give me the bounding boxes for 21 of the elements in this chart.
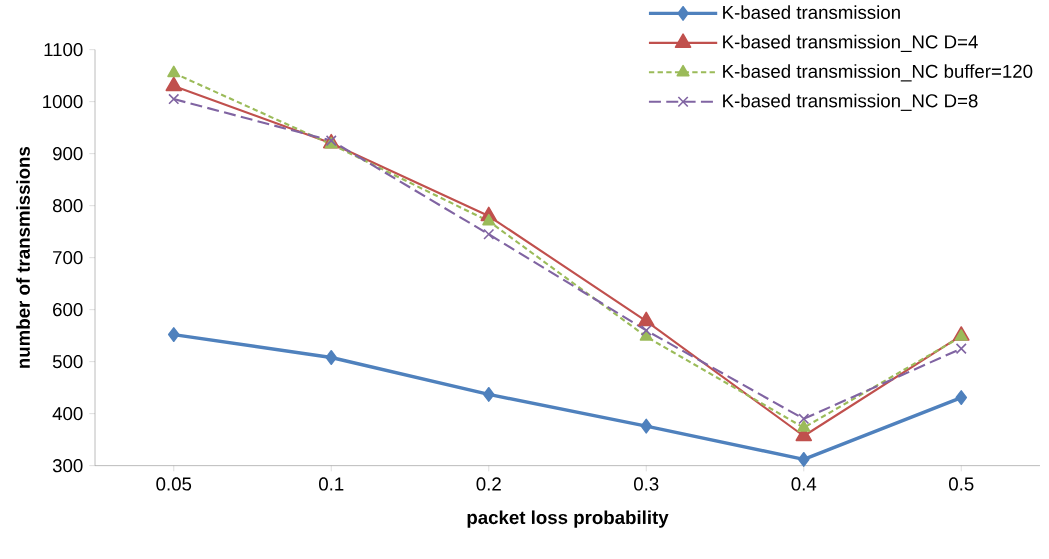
- legend-label: K-based transmission: [723, 5, 900, 20]
- legend-label: K-based transmission_NC D=4: [723, 34, 978, 53]
- x-tick-label: 0.3: [634, 477, 659, 491]
- x-tick-label: 0.05: [156, 477, 192, 491]
- legend-label: K-based transmission_NC D=8: [723, 93, 978, 112]
- y-tick-label: 1100: [44, 43, 83, 57]
- x-tick-label: 0.5: [949, 477, 974, 491]
- y-tick-label: 600: [53, 303, 83, 317]
- y-tick-label: 900: [53, 147, 83, 161]
- y-tick-label: 400: [52, 407, 83, 421]
- x-tick-label: 0.1: [319, 477, 344, 491]
- y-tick-label: 800: [52, 199, 83, 213]
- y-axis-title: number of transmissions: [16, 147, 30, 369]
- y-tick-label: 700: [53, 251, 83, 265]
- x-tick-label: 0.2: [476, 477, 501, 491]
- y-tick-label: 1000: [43, 95, 83, 109]
- y-tick-label: 300: [52, 459, 83, 473]
- x-axis-title: packet loss probability: [467, 510, 669, 528]
- y-tick-label: 500: [52, 355, 83, 369]
- legend-label: K-based transmission_NC buffer=120: [723, 64, 1033, 82]
- x-tick-label: 0.4: [791, 477, 817, 491]
